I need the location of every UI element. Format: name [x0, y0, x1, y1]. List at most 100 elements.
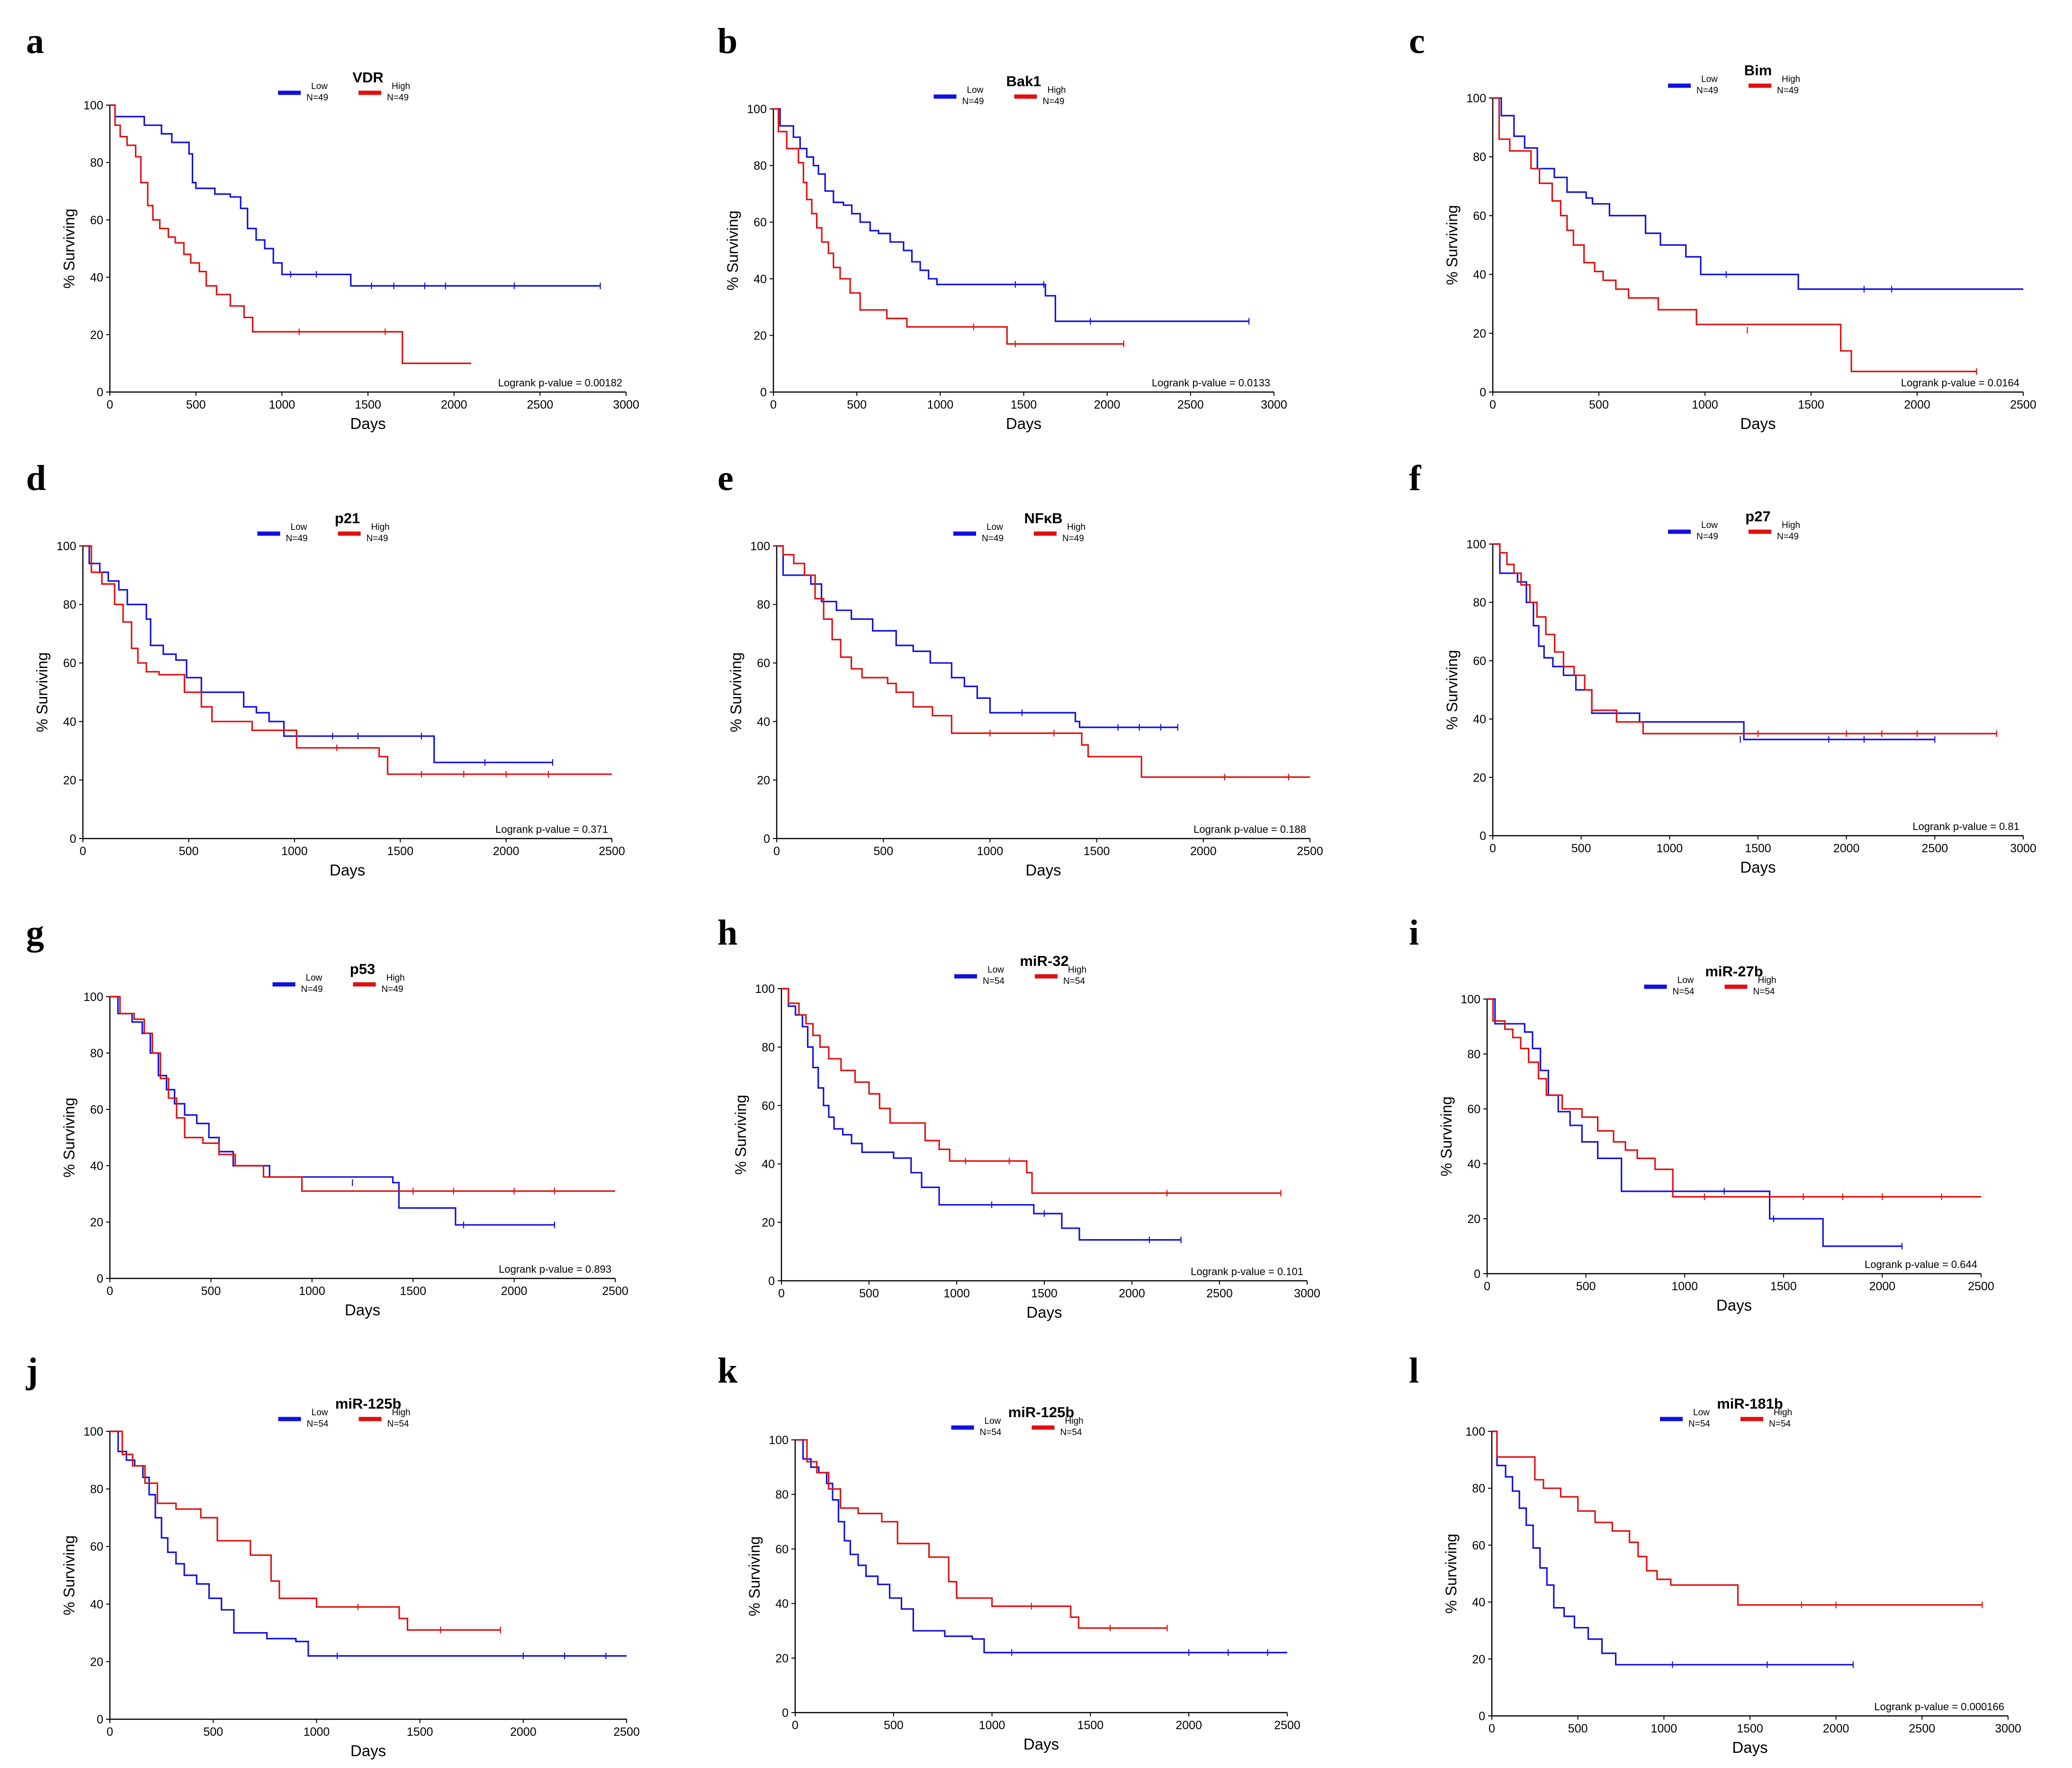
x-tick-label: 0: [770, 398, 777, 411]
y-tick-label: 100: [769, 1434, 789, 1447]
y-tick-label: 40: [757, 715, 770, 729]
x-tick-label: 0: [1489, 842, 1496, 855]
y-tick-label: 20: [90, 329, 103, 342]
legend-high-n: N=54: [387, 1419, 409, 1429]
chart-title: miR-125b: [335, 1395, 402, 1412]
x-tick-label: 2000: [1869, 1280, 1896, 1293]
y-tick-label: 0: [70, 832, 76, 846]
legend-high-label: High: [1782, 520, 1800, 530]
y-tick-label: 60: [1467, 1103, 1480, 1116]
survival-curve-low: [110, 996, 555, 1226]
x-axis-label: Days: [330, 861, 365, 879]
y-tick-label: 20: [762, 1216, 775, 1230]
y-tick-label: 20: [1472, 1653, 1485, 1666]
x-axis-label: Days: [1025, 861, 1061, 879]
x-tick-label: 1500: [1737, 1722, 1763, 1735]
legend-low-n: N=54: [1673, 987, 1695, 997]
survival-curve-low: [777, 545, 1178, 728]
y-tick-label: 40: [90, 1598, 103, 1611]
y-tick-label: 20: [1473, 771, 1486, 785]
survival-curve-high: [781, 988, 1281, 1194]
y-tick-label: 80: [90, 1047, 103, 1060]
logrank-pvalue: Logrank p-value = 0.893: [499, 1263, 611, 1275]
survival-curve-low: [110, 104, 601, 287]
y-tick-label: 40: [1473, 268, 1486, 282]
y-tick-label: 100: [83, 1425, 103, 1438]
y-tick-label: 40: [90, 271, 103, 285]
x-tick-label: 2500: [527, 398, 554, 411]
legend-high-n: N=54: [1063, 976, 1085, 986]
logrank-pvalue: Logrank p-value = 0.00182: [498, 377, 622, 389]
panel-letter: k: [718, 1351, 738, 1391]
x-tick-label: 500: [201, 1285, 221, 1298]
y-tick-label: 100: [1466, 92, 1486, 105]
logrank-pvalue: Logrank p-value = 0.0164: [1901, 377, 2019, 389]
x-tick-label: 2500: [1177, 398, 1204, 411]
y-tick-label: 40: [1473, 713, 1486, 726]
chart-title: miR-32: [1020, 953, 1068, 969]
logrank-pvalue: Logrank p-value = 0.101: [1191, 1266, 1303, 1277]
chart-title: NFκB: [1024, 510, 1063, 527]
x-tick-label: 2000: [1119, 1287, 1145, 1300]
y-tick-label: 20: [753, 329, 767, 342]
y-tick-label: 40: [1467, 1158, 1480, 1171]
legend-high-n: N=54: [1060, 1428, 1082, 1438]
legend-low-label: Low: [985, 1416, 1001, 1426]
x-tick-label: 1000: [927, 398, 954, 411]
x-axis-label: Days: [1740, 858, 1776, 876]
x-tick-label: 1500: [1798, 398, 1824, 411]
y-tick-label: 20: [90, 1216, 103, 1229]
y-tick-label: 80: [90, 1483, 103, 1496]
x-tick-label: 2000: [1094, 398, 1121, 411]
legend-low-label: Low: [312, 1408, 328, 1418]
y-tick-label: 0: [97, 386, 103, 399]
x-tick-label: 1000: [1692, 398, 1718, 411]
panel-letter: d: [26, 458, 46, 498]
y-tick-label: 80: [757, 598, 770, 612]
panel-letter: l: [1409, 1351, 1419, 1391]
panel-letter: j: [26, 1351, 38, 1391]
x-tick-label: 2500: [599, 845, 625, 858]
legend-high-n: N=49: [1062, 534, 1084, 544]
panel-letter: a: [26, 21, 44, 61]
y-axis-label: % Surviving: [727, 652, 744, 732]
legend-high-label: High: [386, 973, 405, 983]
y-tick-label: 60: [90, 1103, 103, 1116]
x-axis-label: Days: [1716, 1296, 1752, 1314]
legend-low-n: N=49: [306, 93, 328, 103]
x-tick-label: 3000: [613, 398, 639, 411]
survival-curve-high: [795, 1439, 1167, 1629]
x-tick-label: 2000: [493, 845, 520, 858]
y-tick-label: 0: [760, 386, 767, 399]
y-tick-label: 0: [763, 832, 770, 846]
y-tick-label: 60: [757, 657, 770, 670]
x-tick-label: 3000: [1261, 398, 1287, 411]
x-tick-label: 2500: [1909, 1722, 1936, 1735]
x-tick-label: 2000: [501, 1285, 528, 1298]
legend-low-n: N=49: [301, 984, 323, 994]
survival-curve-low: [110, 1430, 627, 1657]
legend-high-label: High: [392, 81, 410, 91]
survival-curve-high: [110, 996, 615, 1192]
x-tick-label: 2000: [1175, 1719, 1202, 1732]
y-axis-label: % Surviving: [1443, 1534, 1460, 1614]
chart-title: VDR: [352, 69, 383, 86]
y-axis-label: % Surviving: [724, 211, 741, 291]
legend-low-n: N=54: [983, 976, 1005, 986]
x-tick-label: 2500: [1922, 842, 1948, 855]
y-tick-label: 20: [775, 1652, 789, 1665]
legend-low-label: Low: [987, 522, 1003, 532]
x-axis-label: Days: [1023, 1735, 1059, 1753]
x-axis-label: Days: [1026, 1304, 1062, 1321]
y-tick-label: 100: [83, 991, 103, 1004]
x-tick-label: 500: [1571, 842, 1591, 855]
x-tick-label: 1500: [387, 845, 413, 858]
x-axis-label: Days: [1732, 1739, 1767, 1756]
y-tick-label: 40: [762, 1158, 775, 1171]
x-tick-label: 1000: [1651, 1722, 1677, 1735]
legend-low-label: Low: [967, 85, 984, 95]
x-tick-label: 0: [107, 398, 113, 411]
